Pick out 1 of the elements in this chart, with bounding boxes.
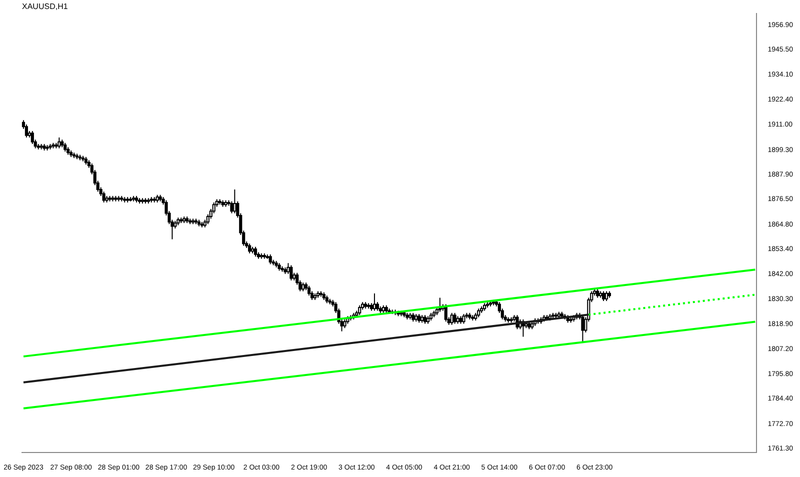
chart-title: XAUUSD,H1 (22, 2, 68, 12)
